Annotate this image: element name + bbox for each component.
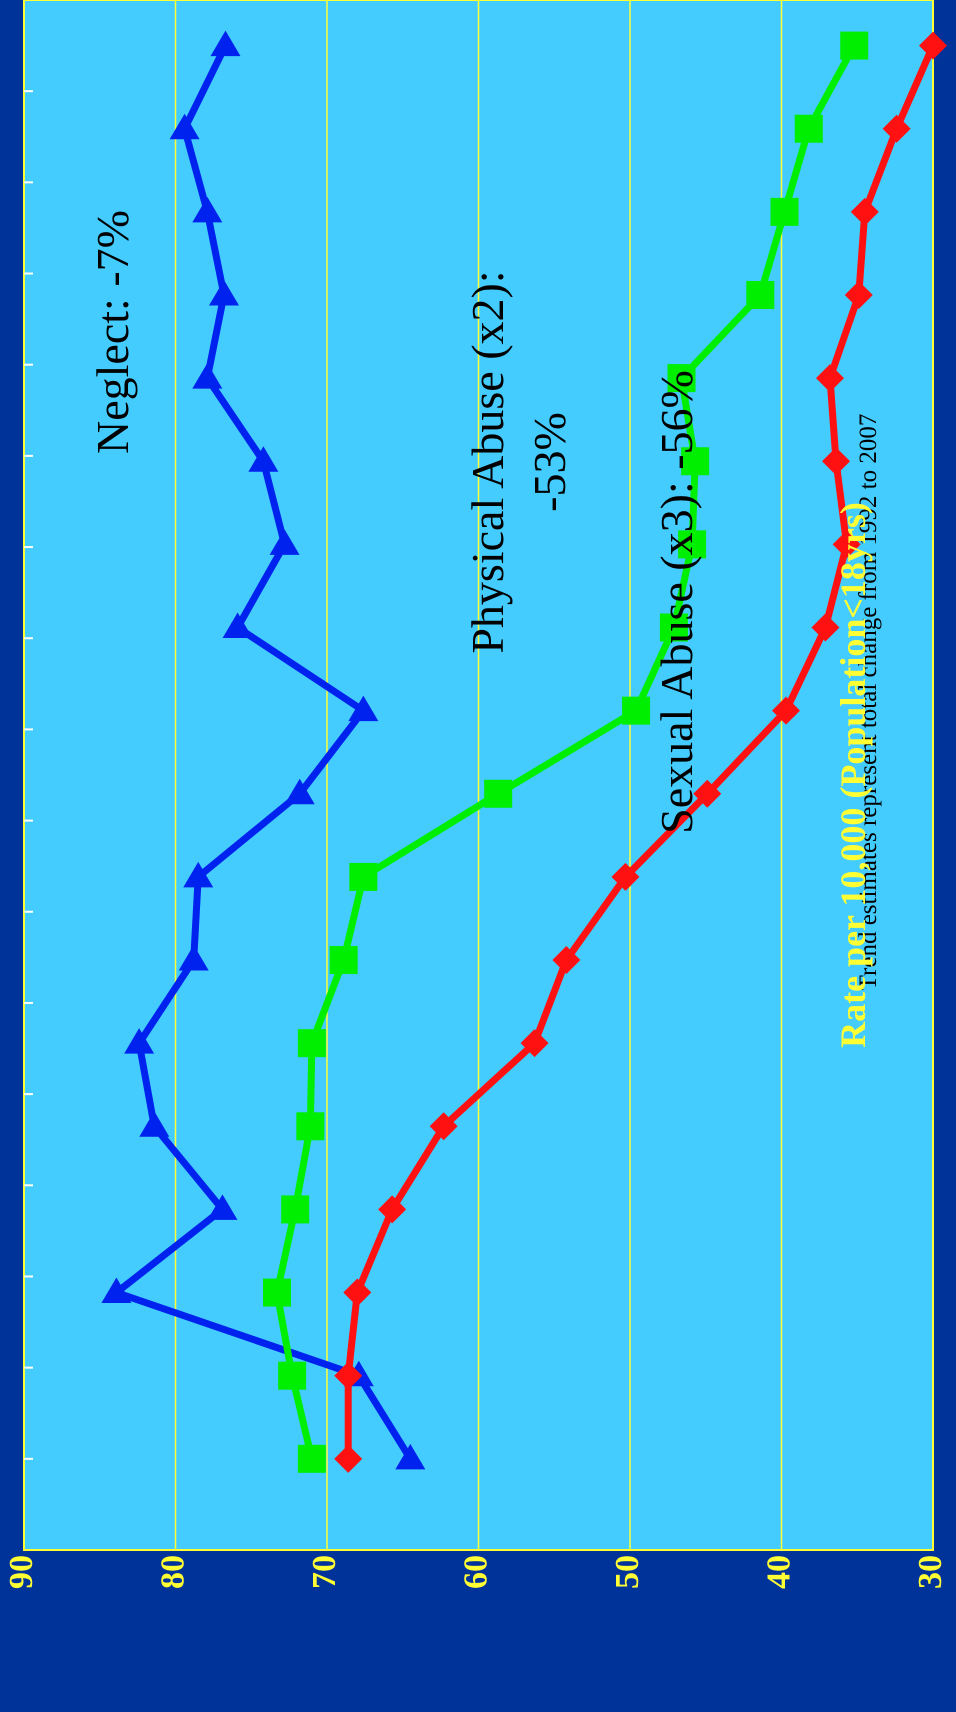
y-tick-label: 30	[912, 1555, 949, 1589]
data-point-marker	[349, 862, 378, 891]
data-point-marker	[222, 612, 253, 639]
annotation-sexual-label: Sexual Abuse (x3): -56%	[651, 370, 702, 834]
data-point-marker	[101, 1277, 132, 1304]
y-tick-label: 70	[306, 1555, 343, 1589]
series-line-neglect	[112, 44, 414, 1461]
annotation-physical-label: Physical Abuse (x2): -53%	[462, 270, 575, 653]
data-point-marker	[484, 779, 513, 808]
rotated-chart-group: 90 80 70 60 50 40 30 Neglect: -7% Physical Abus…	[3, 0, 949, 1589]
series-physical	[263, 31, 869, 1473]
data-point-marker	[681, 447, 710, 476]
data-point-marker	[208, 279, 239, 306]
data-point-marker	[919, 31, 947, 60]
data-point-marker	[192, 363, 223, 389]
y-axis-label: Rate per 10,000 (Population<18yrs)	[833, 502, 873, 1048]
data-point-marker	[770, 197, 799, 226]
data-point-marker	[281, 1195, 310, 1224]
gridlines	[174, 0, 783, 1550]
series-neglect	[101, 30, 426, 1470]
data-point-marker	[297, 1029, 326, 1058]
data-point-marker	[746, 280, 775, 309]
data-point-marker	[794, 114, 823, 143]
data-point-marker	[329, 946, 358, 975]
data-point-marker	[207, 1194, 238, 1220]
data-point-marker	[139, 1111, 170, 1137]
annotation-line: Physical Abuse (x2):	[462, 270, 513, 653]
data-point-marker	[395, 1443, 426, 1470]
data-point-marker	[815, 364, 844, 393]
data-point-marker	[659, 613, 688, 642]
y-tick-label: 40	[760, 1555, 797, 1589]
data-point-marker	[429, 1112, 458, 1141]
series-group	[101, 30, 947, 1473]
data-point-marker	[822, 447, 851, 476]
data-point-marker	[378, 1195, 407, 1224]
data-point-marker	[844, 280, 873, 309]
series-sexual	[334, 31, 947, 1473]
y-tick-label: 60	[457, 1555, 494, 1589]
y-tick-label: 90	[3, 1555, 40, 1589]
annotation-line: Sexual Abuse (x3): -56%	[651, 370, 702, 834]
data-point-marker	[832, 530, 861, 559]
y-axis-ticks: 90 80 70 60 50 40 30	[3, 1555, 949, 1589]
data-point-marker	[178, 945, 209, 971]
data-point-marker	[667, 364, 696, 393]
data-point-marker	[348, 695, 379, 722]
data-point-marker	[334, 1444, 363, 1473]
annotation-neglect-label: Neglect: -7%	[87, 210, 138, 454]
data-point-marker	[772, 696, 801, 725]
data-point-marker	[269, 529, 300, 555]
y-tick-label: 50	[609, 1555, 646, 1589]
data-point-marker	[850, 197, 879, 226]
series-line-sexual	[344, 44, 937, 1459]
annotation-footnote: Trend estimates represent total change f…	[855, 414, 882, 991]
data-point-marker	[678, 530, 707, 559]
data-point-marker	[343, 1278, 372, 1307]
data-point-marker	[278, 1361, 307, 1390]
data-point-marker	[284, 778, 315, 805]
annotation-line: Trend estimates represent total change f…	[855, 414, 882, 991]
data-point-marker	[263, 1278, 292, 1307]
x-axis-ticks	[24, 90, 33, 1460]
data-point-marker	[693, 779, 722, 808]
data-point-marker	[248, 446, 279, 472]
annotation-line: Neglect: -7%	[87, 210, 138, 454]
data-point-marker	[124, 1028, 155, 1054]
data-point-marker	[622, 696, 651, 725]
data-point-marker	[192, 196, 223, 223]
data-point-marker	[840, 31, 869, 60]
annotation-line: -53%	[524, 412, 575, 512]
data-point-marker	[611, 862, 640, 891]
data-point-marker	[183, 861, 214, 888]
data-point-marker	[169, 113, 200, 140]
data-point-marker	[882, 114, 911, 143]
y-tick-label: 80	[154, 1555, 191, 1589]
data-point-marker	[296, 1112, 325, 1141]
annotations-group: Neglect: -7% Physical Abuse (x2): -53% Sexu…	[87, 210, 882, 990]
data-point-marker	[210, 30, 241, 57]
data-point-marker	[811, 613, 840, 642]
data-point-marker	[297, 1444, 326, 1473]
data-point-marker	[552, 946, 581, 975]
